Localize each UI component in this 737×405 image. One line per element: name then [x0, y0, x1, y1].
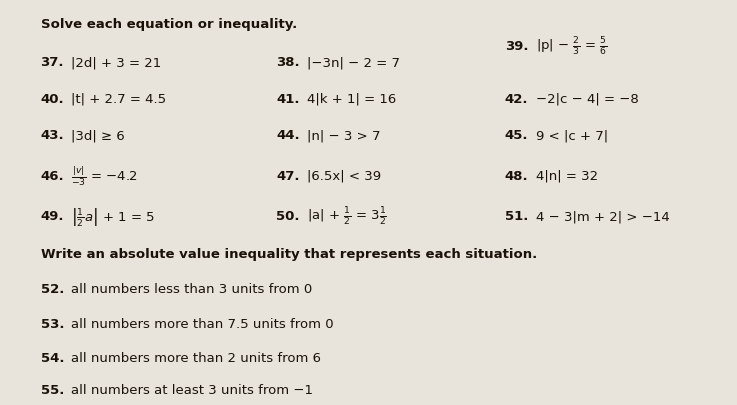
Text: all numbers more than 7.5 units from 0: all numbers more than 7.5 units from 0 — [71, 318, 334, 330]
Text: 46.: 46. — [41, 170, 64, 183]
Text: Solve each equation or inequality.: Solve each equation or inequality. — [41, 18, 297, 31]
Text: |t| + 2.7 = 4.5: |t| + 2.7 = 4.5 — [71, 93, 167, 106]
Text: $\left|\frac{1}{2}a\right|$ + 1 = 5: $\left|\frac{1}{2}a\right|$ + 1 = 5 — [71, 206, 156, 228]
Text: $\frac{|v|}{-3}$ = −4.2: $\frac{|v|}{-3}$ = −4.2 — [71, 164, 139, 188]
Text: 41.: 41. — [276, 93, 300, 106]
Text: 52.: 52. — [41, 283, 64, 296]
Text: Write an absolute value inequality that represents each situation.: Write an absolute value inequality that … — [41, 248, 537, 261]
Text: |2d| + 3 = 21: |2d| + 3 = 21 — [71, 56, 161, 69]
Text: |−3n| − 2 = 7: |−3n| − 2 = 7 — [307, 56, 400, 69]
Text: 44.: 44. — [276, 129, 300, 142]
Text: 4|n| = 32: 4|n| = 32 — [536, 170, 598, 183]
Text: |n| − 3 > 7: |n| − 3 > 7 — [307, 129, 381, 142]
Text: 45.: 45. — [505, 129, 528, 142]
Text: 50.: 50. — [276, 210, 300, 223]
Text: 54.: 54. — [41, 352, 64, 365]
Text: 40.: 40. — [41, 93, 64, 106]
Text: 47.: 47. — [276, 170, 300, 183]
Text: 53.: 53. — [41, 318, 64, 330]
Text: 9 < |c + 7|: 9 < |c + 7| — [536, 129, 608, 142]
Text: 39.: 39. — [505, 40, 528, 53]
Text: 43.: 43. — [41, 129, 64, 142]
Text: −2|c − 4| = −8: −2|c − 4| = −8 — [536, 93, 638, 106]
Text: 4|k + 1| = 16: 4|k + 1| = 16 — [307, 93, 397, 106]
Text: 55.: 55. — [41, 384, 64, 397]
Text: 37.: 37. — [41, 56, 64, 69]
Text: all numbers more than 2 units from 6: all numbers more than 2 units from 6 — [71, 352, 321, 365]
Text: |a| + $\frac{1}{2}$ = 3$\frac{1}{2}$: |a| + $\frac{1}{2}$ = 3$\frac{1}{2}$ — [307, 206, 388, 228]
Text: all numbers at least 3 units from −1: all numbers at least 3 units from −1 — [71, 384, 313, 397]
Text: 38.: 38. — [276, 56, 300, 69]
Text: |3d| ≥ 6: |3d| ≥ 6 — [71, 129, 125, 142]
Text: 42.: 42. — [505, 93, 528, 106]
Text: all numbers less than 3 units from 0: all numbers less than 3 units from 0 — [71, 283, 312, 296]
Text: |6.5x| < 39: |6.5x| < 39 — [307, 170, 382, 183]
Text: 48.: 48. — [505, 170, 528, 183]
Text: |p| − $\frac{2}{3}$ = $\frac{5}{6}$: |p| − $\frac{2}{3}$ = $\frac{5}{6}$ — [536, 36, 607, 58]
Text: 4 − 3|m + 2| > −14: 4 − 3|m + 2| > −14 — [536, 210, 669, 223]
Text: 51.: 51. — [505, 210, 528, 223]
Text: 49.: 49. — [41, 210, 64, 223]
